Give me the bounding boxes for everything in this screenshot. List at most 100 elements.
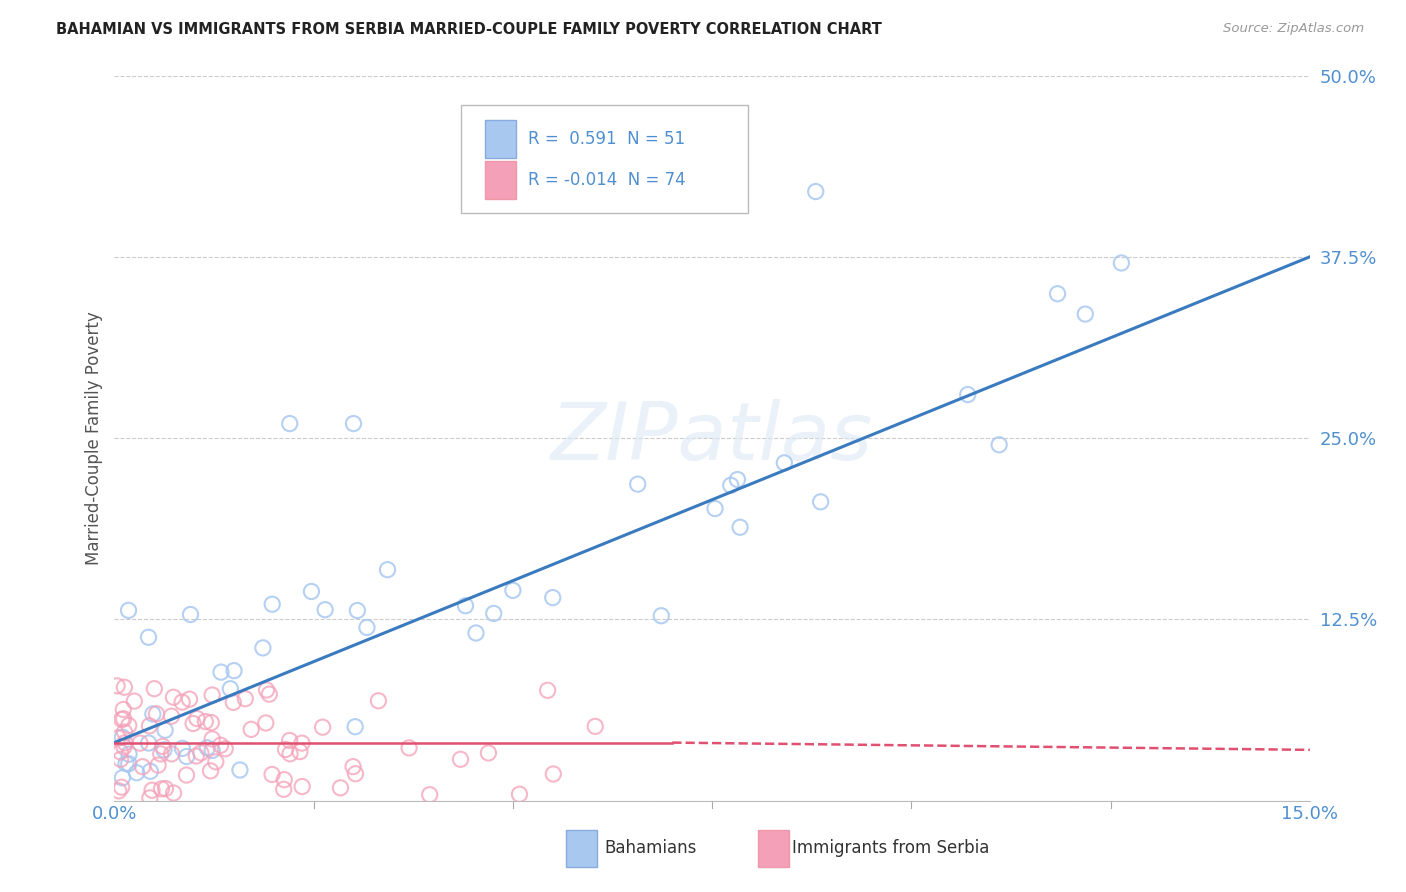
Point [278,733,301,747]
Point [160,747,183,761]
Point [201,731,224,746]
Point [190,746,212,760]
Point [153,723,176,738]
Point [142,706,165,721]
Point [110,752,132,766]
Point [273,772,295,787]
Point [200,764,222,778]
FancyBboxPatch shape [461,104,748,213]
Point [356,620,378,634]
Point [222,695,245,709]
Text: R =  0.591  N = 51: R = 0.591 N = 51 [529,130,685,148]
Point [342,759,364,773]
Point [543,767,565,781]
Point [200,715,222,730]
Point [311,720,333,734]
Point [114,725,136,739]
Point [112,739,135,754]
Point [260,767,283,781]
Point [219,681,242,696]
Point [118,718,141,732]
Point [179,692,201,706]
FancyBboxPatch shape [485,161,516,199]
Point [229,763,252,777]
Point [329,780,352,795]
Point [804,185,827,199]
Point [111,712,134,726]
Point [125,765,148,780]
Text: BAHAMIAN VS IMMIGRANTS FROM SERBIA MARRIED-COUPLE FAMILY POVERTY CORRELATION CHA: BAHAMIAN VS IMMIGRANTS FROM SERBIA MARRI… [56,22,882,37]
Point [810,495,832,509]
Point [377,563,399,577]
Point [1046,286,1069,301]
Point [186,712,208,726]
Point [1074,307,1097,321]
Text: R = -0.014  N = 74: R = -0.014 N = 74 [529,171,686,189]
Point [162,786,184,800]
Point [214,741,236,756]
Point [160,709,183,723]
Point [204,755,226,769]
Point [145,706,167,721]
Point [172,695,194,709]
Point [1111,256,1133,270]
Point [201,743,224,757]
Point [465,626,488,640]
Point [131,760,153,774]
Point [342,417,364,431]
Point [262,597,284,611]
Point [138,719,160,733]
Point [344,766,367,780]
Point [114,736,136,750]
Point [482,607,505,621]
Point [222,664,245,678]
Point [111,730,134,744]
Point [259,687,281,701]
Point [278,747,301,761]
Point [346,603,368,617]
Point [450,752,472,766]
Point [179,607,201,622]
Point [273,782,295,797]
Point [201,688,224,702]
Point [301,584,323,599]
Point [118,747,141,762]
Point [129,736,152,750]
Point [172,741,194,756]
Text: ZIPatlas: ZIPatlas [551,399,873,477]
Point [112,702,135,716]
Point [115,756,138,771]
Point [291,780,314,794]
Point [728,520,751,534]
Point [186,749,208,764]
Point [344,720,367,734]
Point [176,749,198,764]
Point [252,640,274,655]
Point [138,736,160,750]
Point [291,736,314,750]
Point [107,731,129,745]
Point [274,742,297,756]
Point [152,739,174,754]
Point [111,780,134,795]
Point [398,740,420,755]
Point [146,758,169,772]
Point [155,781,177,796]
Point [367,694,389,708]
FancyBboxPatch shape [758,830,789,867]
Point [773,456,796,470]
FancyBboxPatch shape [485,120,516,158]
Point [704,501,727,516]
Point [454,599,477,613]
Point [107,784,129,798]
Point [181,716,204,731]
Text: Bahamians: Bahamians [605,839,697,857]
Point [105,679,128,693]
Point [508,787,530,801]
Point [112,680,135,694]
Point [988,438,1011,452]
Point [118,756,141,771]
Point [139,764,162,779]
Point [727,473,749,487]
Y-axis label: Married-Couple Family Poverty: Married-Couple Family Poverty [86,311,103,565]
